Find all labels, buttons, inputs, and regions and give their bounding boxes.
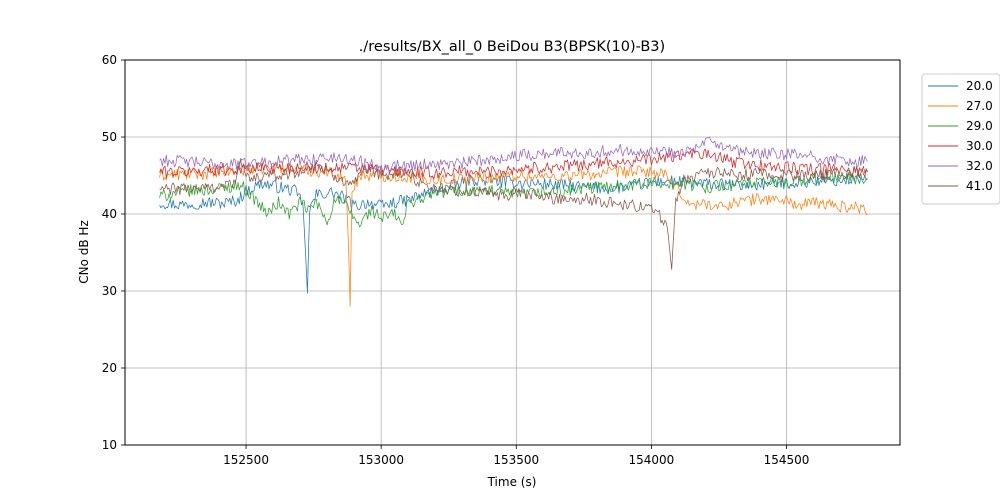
- legend-label: 32.0: [966, 159, 993, 173]
- legend: 20.0 27.0 29.0 30.0 32.0 41.0: [921, 73, 1000, 205]
- y-tick-label: 60: [102, 53, 117, 67]
- series-line-29-0: [159, 171, 868, 228]
- y-tick-label: 30: [102, 284, 117, 298]
- legend-label: 20.0: [966, 79, 993, 93]
- legend-box: [921, 73, 1000, 205]
- legend-label: 41.0: [966, 179, 993, 193]
- series-lines: [159, 136, 868, 307]
- y-axis-label: CNo dB Hz: [77, 220, 91, 284]
- series-line-32-0: [159, 136, 868, 172]
- x-tick-label: 153500: [493, 453, 539, 467]
- series-line-30-0: [159, 148, 868, 180]
- y-tick-label: 40: [102, 207, 117, 221]
- x-tick-label: 153000: [358, 453, 404, 467]
- series-line-41-0: [159, 159, 868, 270]
- series-line-20-0: [159, 173, 868, 294]
- axis-ticks: 152500 153000 153500 154000 154500 10 20 30 40 50…: [102, 53, 810, 467]
- y-tick-label: 10: [102, 438, 117, 452]
- x-tick-label: 154000: [628, 453, 674, 467]
- plot-frame: [124, 59, 901, 446]
- x-axis-label: Time (s): [487, 475, 537, 489]
- legend-label: 29.0: [966, 119, 993, 133]
- legend-label: 30.0: [966, 139, 993, 153]
- y-tick-label: 50: [102, 130, 117, 144]
- x-tick-label: 152500: [223, 453, 269, 467]
- x-tick-label: 154500: [764, 453, 810, 467]
- legend-label: 27.0: [966, 99, 993, 113]
- y-tick-label: 20: [102, 361, 117, 375]
- chart-title: ./results/BX_all_0 BeiDou B3(BPSK(10)-B3…: [359, 39, 665, 55]
